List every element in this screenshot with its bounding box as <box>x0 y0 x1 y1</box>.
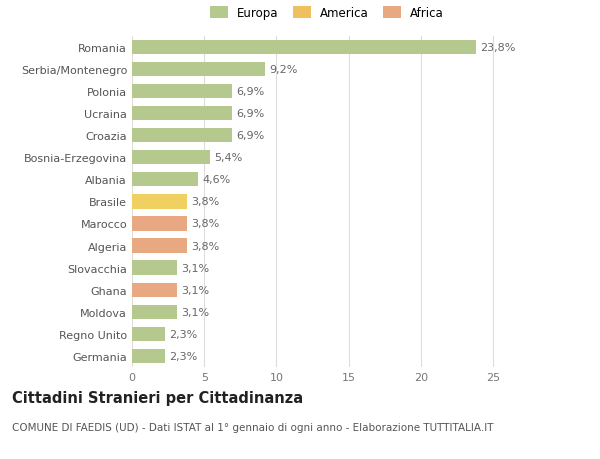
Text: 3,1%: 3,1% <box>181 307 209 317</box>
Bar <box>132 106 232 121</box>
Text: 3,1%: 3,1% <box>181 263 209 273</box>
Text: 2,3%: 2,3% <box>170 351 198 361</box>
Text: 23,8%: 23,8% <box>480 43 515 53</box>
Text: 6,9%: 6,9% <box>236 109 264 119</box>
Text: 3,8%: 3,8% <box>191 197 220 207</box>
Text: Cittadini Stranieri per Cittadinanza: Cittadini Stranieri per Cittadinanza <box>12 390 303 405</box>
Bar <box>132 173 199 187</box>
Text: 2,3%: 2,3% <box>170 329 198 339</box>
Text: 9,2%: 9,2% <box>269 65 298 75</box>
Text: 3,8%: 3,8% <box>191 219 220 229</box>
Bar <box>132 62 265 77</box>
Bar <box>132 40 476 55</box>
Legend: Europa, America, Africa: Europa, America, Africa <box>205 2 449 24</box>
Text: 6,9%: 6,9% <box>236 131 264 141</box>
Bar <box>132 84 232 99</box>
Bar <box>132 261 177 275</box>
Text: COMUNE DI FAEDIS (UD) - Dati ISTAT al 1° gennaio di ogni anno - Elaborazione TUT: COMUNE DI FAEDIS (UD) - Dati ISTAT al 1°… <box>12 422 493 432</box>
Bar <box>132 151 210 165</box>
Bar <box>132 195 187 209</box>
Text: 3,8%: 3,8% <box>191 241 220 251</box>
Text: 6,9%: 6,9% <box>236 87 264 97</box>
Bar <box>132 327 165 341</box>
Bar <box>132 129 232 143</box>
Text: 3,1%: 3,1% <box>181 285 209 295</box>
Bar <box>132 217 187 231</box>
Bar <box>132 283 177 297</box>
Text: 4,6%: 4,6% <box>203 175 231 185</box>
Text: 5,4%: 5,4% <box>214 153 242 163</box>
Bar <box>132 349 165 364</box>
Bar <box>132 239 187 253</box>
Bar <box>132 305 177 319</box>
